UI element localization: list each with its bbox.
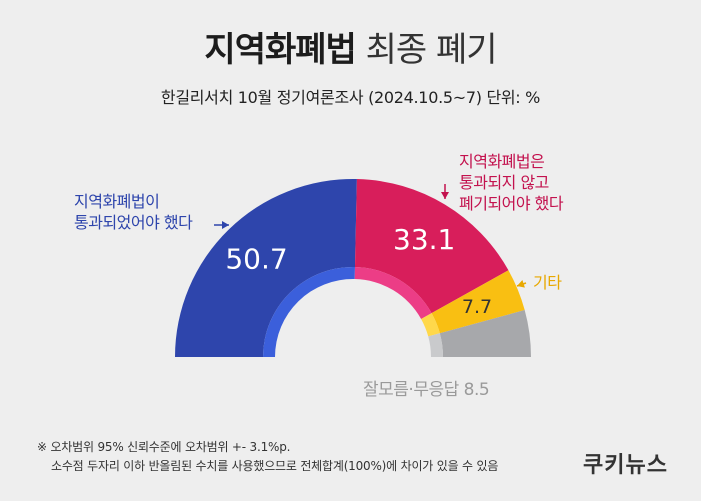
annotation-dontknow: 잘모름·무응답 8.5 [363, 380, 490, 400]
annotation-passed-line2: 통과되었어야 했다 [74, 213, 193, 232]
leader-lines [214, 184, 527, 288]
annotation-other: 기타 [533, 273, 562, 292]
leader-other-arrow [517, 279, 525, 288]
slice-inner-3 [421, 313, 440, 337]
page-subtitle: 한길리서치 10월 정기여론조사 (2024.10.5~7) 단위: % [160, 88, 541, 107]
outer-ring [175, 178, 531, 357]
title-light: 최종 폐기 [365, 30, 498, 70]
annotation-scrapped-line2: 통과되지 않고 [459, 173, 549, 192]
leader-passed-arrow [222, 221, 229, 229]
slice-inner-4 [428, 333, 443, 357]
annotation-scrapped-line1: 지역화폐법은 [459, 152, 545, 171]
footnote-line1: ※ 오차범위 95% 신뢰수준에 오차범위 +- 3.1%p. [37, 440, 291, 454]
page-title: 지역화폐법 최종 폐기 [0, 22, 701, 71]
slice-1 [175, 178, 357, 357]
value-label-3: 7.7 [462, 296, 492, 318]
value-label-1: 50.7 [225, 242, 287, 275]
footnote-line2: 소수점 두자리 이하 반올림된 수치를 사용했으므로 전체합계(100%)에 차… [51, 459, 499, 473]
title-strong: 지역화폐법 [204, 30, 356, 70]
footnote: ※ 오차범위 95% 신뢰수준에 오차범위 +- 3.1%p. 소수점 두자리 … [37, 438, 498, 476]
annotation-scrapped: 지역화폐법은 통과되지 않고 폐기되어야 했다 [459, 151, 564, 214]
annotation-scrapped-line3: 폐기되어야 했다 [459, 194, 564, 213]
slice-inner-1 [263, 266, 355, 357]
slice-2 [354, 179, 509, 314]
annotation-passed: 지역화폐법이 통과되었어야 했다 [74, 191, 193, 233]
inner-ring [263, 266, 443, 357]
leader-scrapped-arrow [441, 192, 449, 199]
brand-logo: 쿠키뉴스 [583, 453, 668, 478]
annotation-passed-line1: 지역화폐법이 [74, 192, 160, 211]
value-labels: 50.7 33.1 7.7 [225, 223, 492, 318]
value-label-2: 33.1 [393, 223, 455, 256]
slice-3 [431, 270, 525, 334]
slice-4 [439, 310, 531, 357]
slice-inner-2 [354, 267, 432, 319]
